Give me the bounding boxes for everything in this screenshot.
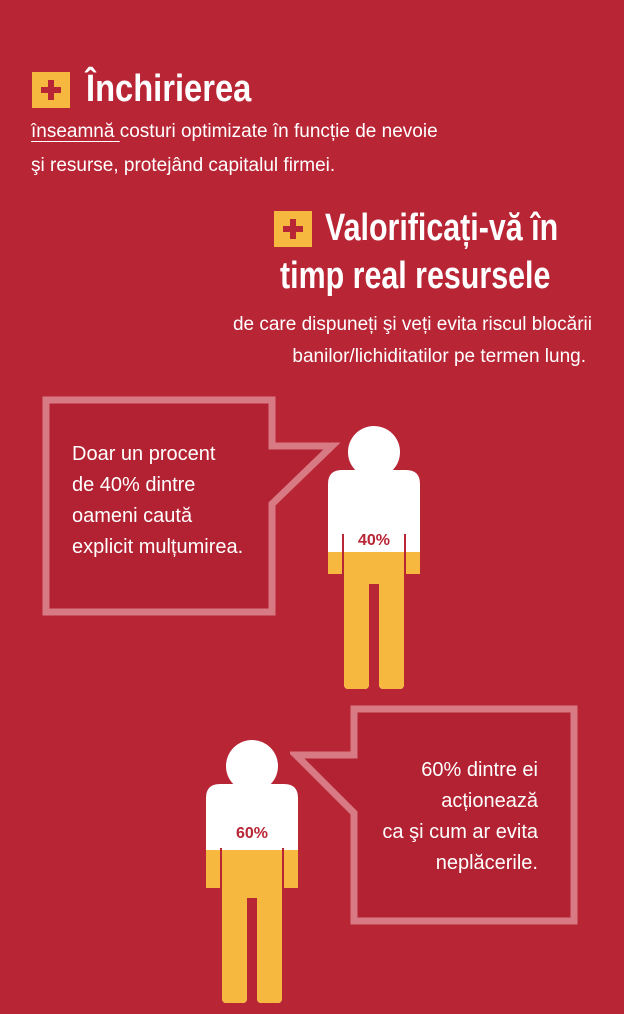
bubble2-line: 60% dintre ei: [421, 759, 538, 781]
bubble2-text: 60% dintre ei acționează ca şi cum ar ev…: [382, 755, 538, 879]
figure1-percent-label: 40%: [358, 532, 390, 549]
bubble2-line: ca şi cum ar evita: [382, 821, 538, 843]
plus-icon: [32, 72, 70, 108]
section1-line1-rest: costuri optimizate în funcție de nevoie: [119, 121, 438, 142]
figure2-percent-label: 60%: [236, 825, 268, 842]
section1-line1: înseamnă costuri optimizate în funcție d…: [31, 116, 438, 148]
section1-heading: Închirierea: [86, 68, 252, 110]
section2-heading-line2: timp real resursele: [280, 255, 551, 297]
speech-bubble-1: [42, 396, 340, 616]
bubble2-line: neplăcerile.: [435, 852, 538, 874]
bubble1-line: de 40% dintre: [72, 474, 196, 496]
person-figure-2: 60%: [206, 740, 298, 1003]
section1-underlined-word: înseamnă: [31, 121, 120, 142]
bubble1-line: explicit mulțumirea.: [72, 536, 244, 558]
section2-line2: banilor/lichiditatilor pe termen lung.: [292, 346, 586, 367]
section2-line1: de care dispuneți şi veți evita riscul b…: [232, 314, 592, 335]
section1-line2: şi resurse, protejând capitalul firmei.: [31, 155, 336, 176]
bubble2-line: acționează: [441, 790, 538, 812]
plus-icon: [274, 211, 312, 247]
section2-heading-line1: Valorificați-vă în: [325, 207, 559, 249]
person-figure-1: 40%: [328, 426, 420, 689]
bubble1-text: Doar un procent de 40% dintre oameni cau…: [72, 439, 243, 563]
speech-bubble-2: [290, 705, 578, 925]
bubble1-line: Doar un procent: [72, 443, 216, 465]
bubble1-line: oameni caută: [72, 505, 193, 527]
